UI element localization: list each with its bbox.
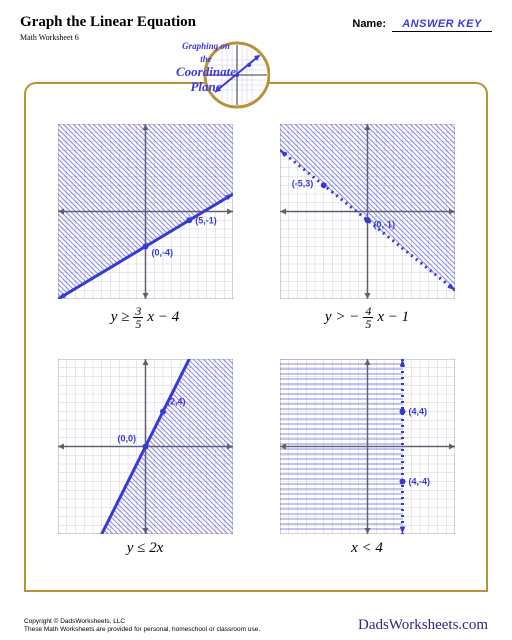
brand-watermark: DadsWorksheets.com bbox=[358, 617, 488, 634]
logo-text: Graphing on the Coordinate Plane bbox=[176, 40, 236, 95]
graph-1: (-5,3) (0,-1) bbox=[280, 124, 455, 299]
graph-cell-2: (2,4) (0,0) y ≤ 2x bbox=[52, 359, 238, 572]
graph-cell-0: (5,-1) (0,-4) y ≥ 35 x − 4 bbox=[52, 124, 238, 337]
equation-3: x < 4 bbox=[351, 540, 383, 557]
copyright-line1: Copyright © DadsWorksheets, LLC bbox=[24, 618, 260, 626]
graph-2: (2,4) (0,0) bbox=[58, 359, 233, 534]
worksheet-frame: (5,-1) (0,-4) y ≥ 35 x − 4 (-5,3) (0,-1) y > … bbox=[24, 82, 488, 592]
copyright-block: Copyright © DadsWorksheets, LLC These Ma… bbox=[24, 618, 260, 634]
answer-key: ANSWER KEY bbox=[392, 18, 492, 32]
graphs-grid: (5,-1) (0,-4) y ≥ 35 x − 4 (-5,3) (0,-1) y > … bbox=[26, 84, 486, 590]
equation-2: y ≤ 2x bbox=[127, 540, 164, 557]
svg-text:(0,-1): (0,-1) bbox=[373, 219, 395, 229]
graph-cell-3: (4,4) (4,-4) x < 4 bbox=[274, 359, 460, 572]
logo-line1: Graphing on the bbox=[182, 41, 230, 64]
name-label: Name: bbox=[352, 18, 386, 30]
copyright-line2: These Math Worksheets are provided for p… bbox=[24, 626, 260, 634]
svg-text:(0,0): (0,0) bbox=[117, 434, 136, 444]
equation-1: y > −45 x − 1 bbox=[325, 305, 409, 330]
svg-text:(-5,3): (-5,3) bbox=[291, 178, 313, 188]
graph-0: (5,-1) (0,-4) bbox=[58, 124, 233, 299]
footer: Copyright © DadsWorksheets, LLC These Ma… bbox=[24, 617, 488, 634]
svg-text:(2,4): (2,4) bbox=[167, 397, 186, 407]
svg-text:(0,-4): (0,-4) bbox=[151, 248, 173, 258]
equation-0: y ≥ 35 x − 4 bbox=[111, 305, 179, 330]
svg-text:(5,-1): (5,-1) bbox=[195, 215, 217, 225]
svg-text:(4,-4): (4,-4) bbox=[408, 477, 430, 487]
logo-line3: Plane bbox=[176, 80, 236, 95]
page-title: Graph the Linear Equation bbox=[20, 14, 352, 31]
name-block: Name: ANSWER KEY bbox=[352, 18, 492, 32]
graph-3: (4,4) (4,-4) bbox=[280, 359, 455, 534]
svg-text:(4,4): (4,4) bbox=[408, 407, 427, 417]
logo-line2: Coordinate bbox=[176, 65, 236, 80]
graph-cell-1: (-5,3) (0,-1) y > −45 x − 1 bbox=[274, 124, 460, 337]
